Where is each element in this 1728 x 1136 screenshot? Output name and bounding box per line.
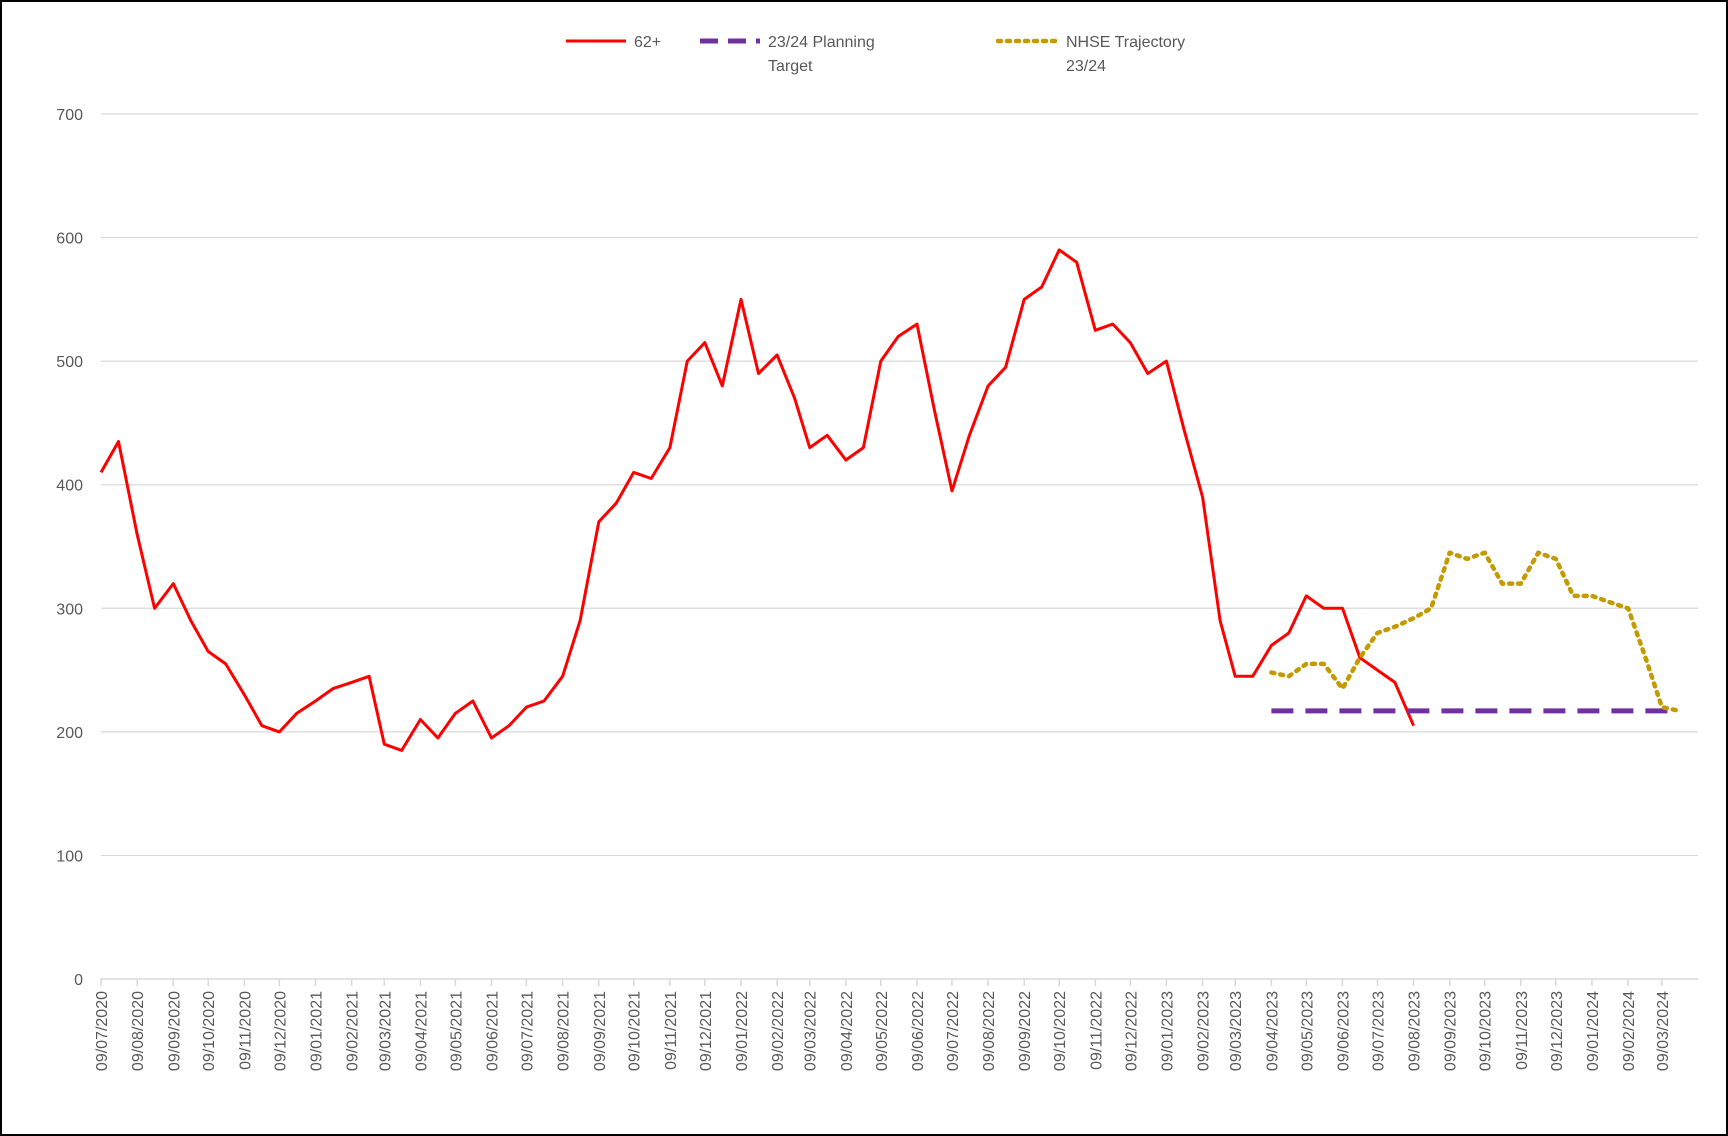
y-tick-label: 200 [56,725,83,742]
x-tick-label: 09/10/2020 [201,991,218,1071]
x-tick-label: 09/05/2023 [1299,991,1316,1071]
x-tick-label: 09/04/2022 [839,991,856,1071]
legend-label-line: NHSE Trajectory [1066,34,1185,51]
x-tick-label: 09/11/2023 [1514,991,1531,1070]
x-tick-label: 09/09/2022 [1017,991,1034,1071]
x-tick-label: 09/02/2023 [1196,991,1213,1071]
x-tick-label: 09/06/2023 [1335,991,1352,1071]
x-tick-label: 09/03/2022 [803,991,820,1071]
x-tick-label: 09/12/2020 [272,991,289,1071]
x-tick-label: 09/04/2023 [1264,991,1281,1071]
x-tick-label: 09/10/2023 [1478,991,1495,1071]
y-tick-label: 300 [56,601,83,618]
x-tick-label: 09/08/2021 [556,991,573,1071]
y-tick-label: 100 [56,848,83,865]
x-tick-label: 09/09/2020 [166,991,183,1071]
legend-label-line: Target [768,58,813,75]
x-tick-label: 09/11/2022 [1088,991,1105,1070]
y-tick-label: 400 [56,478,83,495]
x-tick-label: 09/01/2023 [1159,991,1176,1071]
x-tick-label: 09/08/2023 [1407,991,1424,1071]
legend-label-line: 23/24 [1066,58,1106,75]
x-tick-label: 09/07/2021 [519,991,536,1071]
x-tick-label: 09/12/2023 [1549,991,1566,1071]
x-tick-label: 09/11/2021 [663,991,680,1070]
x-tick-label: 09/06/2021 [485,991,502,1071]
x-tick-label: 09/01/2022 [734,991,751,1071]
legend-label: 23/24 Planning Target [768,34,875,75]
legend-label: 62+ [634,34,661,51]
y-tick-label: 600 [56,231,83,248]
legend-label-line: 23/24 Planning [768,34,875,51]
x-tick-label: 09/09/2021 [592,991,609,1071]
x-tick-label: 09/11/2020 [237,991,254,1070]
x-tick-label: 09/10/2022 [1052,991,1069,1071]
x-tick-label: 09/02/2022 [770,991,787,1071]
series-line [1269,550,1682,714]
x-tick-label: 09/02/2024 [1621,991,1638,1071]
x-tick-label: 09/07/2023 [1370,991,1387,1071]
x-tick-label: 09/01/2021 [308,991,325,1071]
x-tick-label: 09/03/2023 [1228,991,1245,1071]
x-tick-label: 09/08/2022 [981,991,998,1071]
x-tick-label: 09/05/2021 [448,991,465,1071]
x-tick-label: 09/07/2022 [945,991,962,1071]
x-tick-label: 09/03/2021 [377,991,394,1071]
x-tick-label: 09/08/2020 [130,991,147,1071]
x-tick-label: 09/05/2022 [874,991,891,1071]
legend-label: NHSE Trajectory 23/24 [1066,34,1185,75]
series-line [99,248,1415,752]
y-tick-label: 500 [56,354,83,371]
y-tick-label: 0 [74,972,83,989]
x-tick-label: 09/04/2021 [413,991,430,1071]
x-tick-label: 09/06/2022 [910,991,927,1071]
x-tick-label: 09/01/2024 [1585,991,1602,1071]
x-tick-label: 09/12/2021 [698,991,715,1071]
y-tick-label: 700 [56,107,83,124]
x-tick-label: 09/02/2021 [345,991,362,1071]
x-tick-label: 09/10/2021 [627,991,644,1071]
x-tick-label: 09/12/2022 [1123,991,1140,1071]
x-tick-label: 09/03/2024 [1655,991,1672,1071]
x-tick-label: 09/09/2023 [1443,991,1460,1071]
x-tick-label: 09/07/2020 [94,991,111,1071]
